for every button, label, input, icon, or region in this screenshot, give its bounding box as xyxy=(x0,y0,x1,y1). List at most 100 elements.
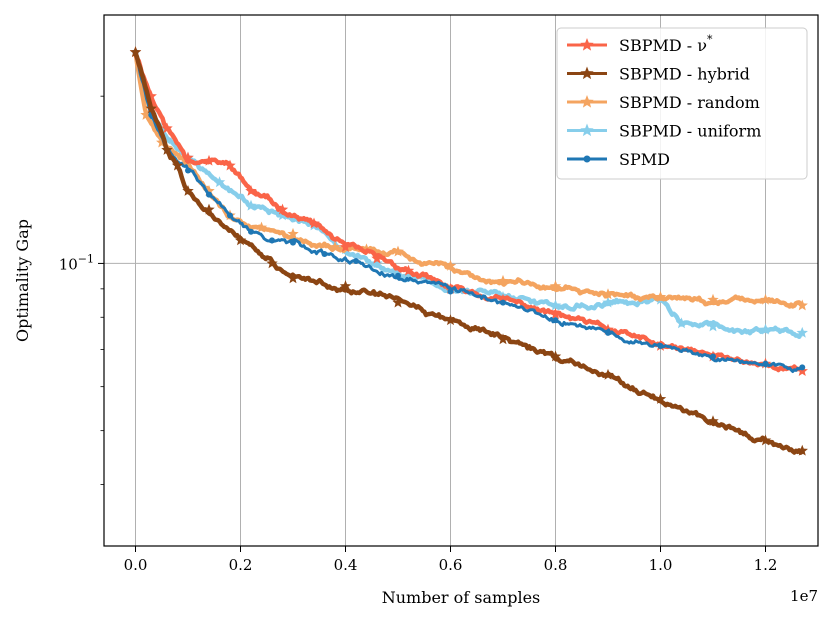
data-point xyxy=(203,203,215,215)
x-axis-ticks: 0.0 0.2 0.4 0.6 0.8 1.0 1.2 xyxy=(124,546,778,574)
data-point xyxy=(203,154,215,166)
data-point xyxy=(392,245,404,257)
data-point xyxy=(203,185,215,196)
data-point xyxy=(552,317,559,324)
data-point xyxy=(245,199,257,211)
legend-label: SPMD xyxy=(619,150,670,169)
data-point xyxy=(799,364,806,371)
legend-box xyxy=(556,27,808,180)
series-lines xyxy=(129,46,808,456)
data-point xyxy=(762,360,769,367)
data-point xyxy=(707,415,719,427)
series-sbpmd-hybrid xyxy=(129,46,808,456)
data-point xyxy=(161,122,173,134)
data-point xyxy=(227,212,233,219)
legend-marker xyxy=(580,66,594,80)
data-point xyxy=(161,144,173,155)
data-point xyxy=(447,288,454,295)
data-point xyxy=(549,280,562,292)
data-point xyxy=(206,191,212,198)
data-point xyxy=(796,365,808,376)
data-point xyxy=(255,221,268,233)
data-point xyxy=(549,350,562,362)
legend-label: SBPMD - random xyxy=(619,93,760,112)
data-point xyxy=(145,102,157,114)
legend: SBPMD - ν* SBPMD - hybrid SBPMD - random SB… xyxy=(556,27,808,180)
data-point xyxy=(654,291,667,302)
data-point xyxy=(497,293,509,305)
data-point xyxy=(759,323,772,335)
legend-label: SBPMD - uniform xyxy=(619,122,761,141)
y-tick-exponent: −1 xyxy=(78,252,94,265)
data-point xyxy=(602,288,614,300)
data-point xyxy=(234,234,247,246)
data-point xyxy=(182,185,194,196)
data-point xyxy=(185,167,191,174)
series-line xyxy=(134,52,803,373)
legend-marker xyxy=(580,123,594,137)
data-point xyxy=(371,257,383,269)
x-axis-label: Number of samples xyxy=(382,588,541,607)
plot-area-frame xyxy=(103,14,819,547)
data-point xyxy=(129,46,142,58)
x-tick-label: 1.2 xyxy=(754,556,778,574)
data-point xyxy=(707,293,719,305)
data-point xyxy=(796,444,808,456)
legend-marker xyxy=(580,95,594,108)
x-tick-label: 0.4 xyxy=(334,556,358,574)
data-point xyxy=(759,434,772,446)
data-point xyxy=(371,252,383,264)
legend-item: SPMD xyxy=(567,150,670,169)
y-tick-label: 10−1 xyxy=(59,252,94,273)
data-point xyxy=(329,241,341,252)
data-point xyxy=(269,237,275,244)
x-tick-label: 0.0 xyxy=(124,556,148,574)
data-point xyxy=(171,159,184,171)
legend-label-superscript: * xyxy=(707,33,713,46)
legend-item: SBPMD - random xyxy=(567,93,760,112)
series-spmd xyxy=(132,49,806,373)
legend-label-text: SBPMD - ν xyxy=(619,36,707,55)
data-point xyxy=(182,151,194,163)
data-point xyxy=(308,217,320,229)
data-point xyxy=(444,259,457,271)
y-tick-base: 10 xyxy=(59,255,78,273)
x-tick-label: 0.2 xyxy=(229,556,253,574)
data-point xyxy=(549,308,562,320)
legend-item: SBPMD - ν* xyxy=(567,33,713,55)
data-point xyxy=(796,299,808,311)
data-point xyxy=(500,299,506,306)
x-tick-label: 0.6 xyxy=(439,556,463,574)
data-point xyxy=(675,317,688,329)
data-point xyxy=(245,185,257,196)
data-point xyxy=(213,176,226,188)
data-point xyxy=(654,393,667,404)
legend-label: SBPMD - hybrid xyxy=(619,65,750,84)
legend-label-text: SBPMD - uniform xyxy=(619,122,761,141)
legend-item: SBPMD - uniform xyxy=(567,122,761,141)
data-point xyxy=(339,241,352,252)
data-point xyxy=(796,326,808,338)
y-axis-ticks: 10−1 xyxy=(59,95,104,485)
legend-item: SBPMD - hybrid xyxy=(567,65,750,84)
data-point xyxy=(497,274,509,286)
data-point xyxy=(290,239,296,246)
x-tick-label: 1.0 xyxy=(649,556,673,574)
legend-label-text: SBPMD - hybrid xyxy=(619,65,750,84)
data-point xyxy=(605,329,611,336)
data-point xyxy=(402,264,415,276)
x-axis-scale-label: 1e7 xyxy=(790,587,818,605)
data-point xyxy=(395,272,401,279)
data-point xyxy=(140,108,152,120)
data-point xyxy=(287,272,299,284)
x-tick-label: 0.8 xyxy=(544,556,568,574)
data-point xyxy=(287,227,299,239)
data-point xyxy=(161,133,173,145)
legend-label-text: SPMD xyxy=(619,150,670,169)
y-axis-label: Optimality Gap xyxy=(13,219,32,342)
data-point xyxy=(392,296,404,308)
data-point xyxy=(321,250,328,257)
data-point xyxy=(224,159,236,171)
data-point xyxy=(549,299,562,311)
